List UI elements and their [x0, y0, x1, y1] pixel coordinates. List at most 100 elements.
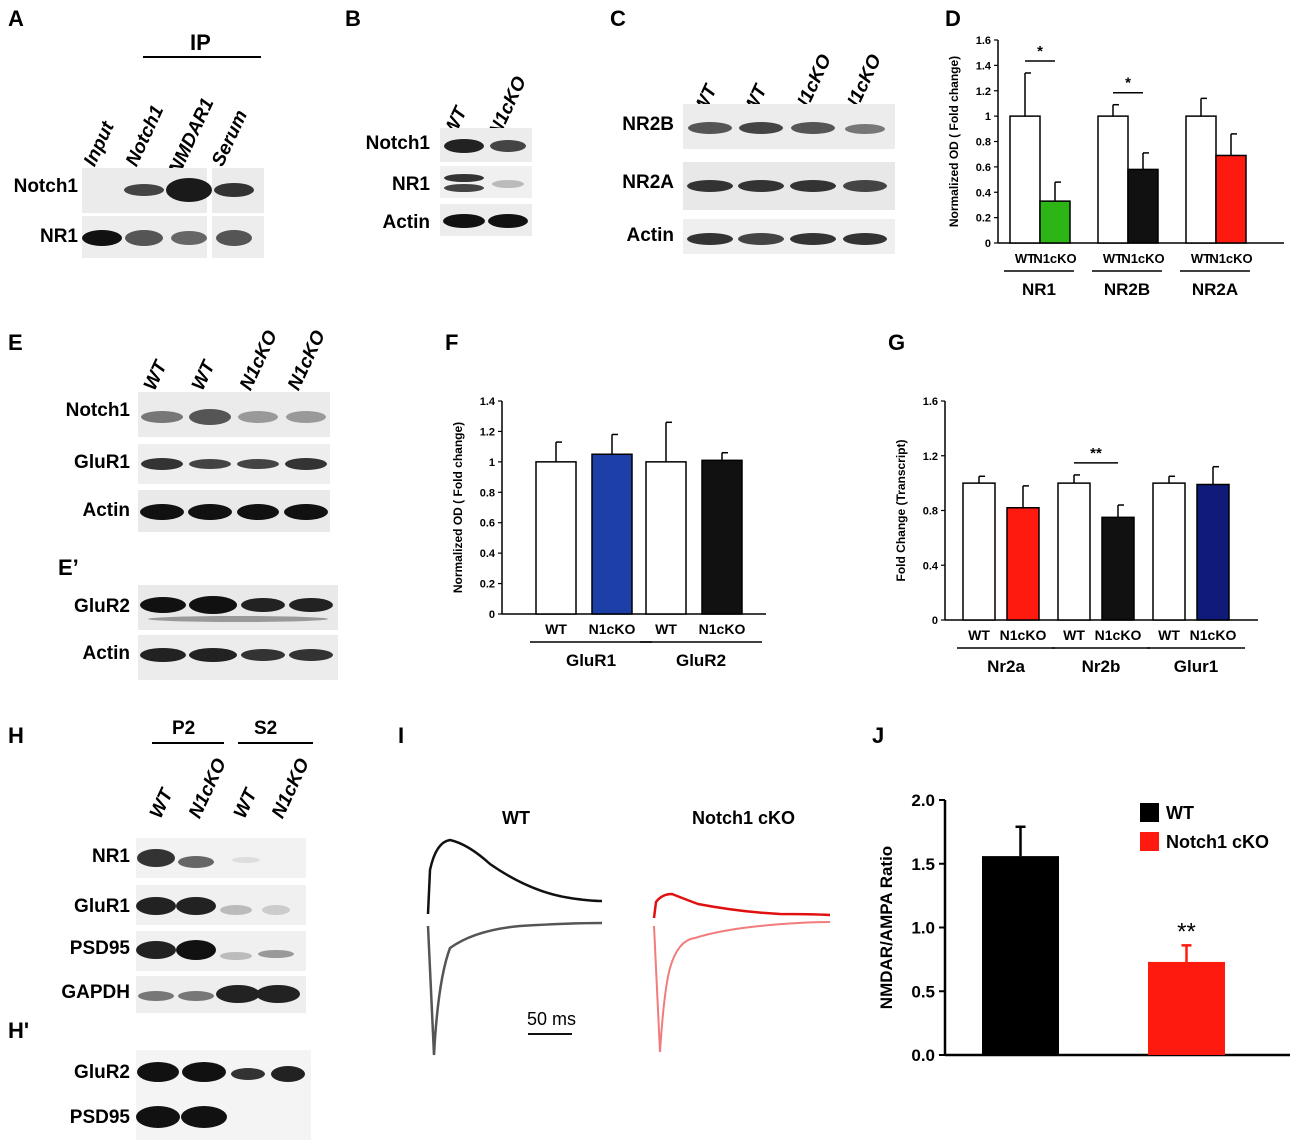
y-tick-label: 0.5: [911, 982, 935, 1001]
bar-label: WT: [1158, 627, 1180, 643]
significance-marker: **: [1090, 445, 1102, 462]
legend-swatch: [1140, 832, 1159, 851]
y-tick-label: 1.2: [923, 451, 938, 463]
chart-panel-d: 0 0.2 0.4 0.6 0.8 1 1.2 1.4 1.6 Normalized OD ( F…: [947, 35, 1284, 299]
panel-j-letter: J: [872, 723, 885, 748]
panel-h-letter: H: [8, 723, 24, 748]
panel-b-letter: B: [345, 6, 361, 31]
bar-label: N1cKO: [699, 621, 746, 637]
lane-label: WT: [140, 357, 172, 394]
blot-row-label: NR1: [91, 846, 130, 867]
ip-label: IP: [190, 30, 211, 55]
blot-row-label: Actin: [626, 225, 675, 246]
ip-underline: [143, 56, 261, 58]
bar-label: N1cKO: [1033, 251, 1076, 266]
bar-label: N1cKO: [589, 621, 636, 637]
lane-label: WT: [188, 357, 220, 394]
bar: [1215, 154, 1247, 244]
bar-label: WT: [1191, 251, 1211, 266]
wt-ampa-trace: [426, 921, 603, 1056]
significance-marker: *: [1125, 75, 1131, 92]
y-tick-label: 1: [985, 111, 991, 123]
western-blot-h: [136, 838, 306, 1013]
blot-row-label: GAPDH: [61, 982, 130, 1003]
western-blot-a: [82, 168, 264, 258]
western-blot-h-prime: [136, 1050, 311, 1140]
y-tick-label: 1.5: [911, 855, 935, 874]
lane-label: N1cKO: [236, 327, 282, 394]
bar-label: N1cKO: [1000, 627, 1047, 643]
y-tick-label: 0.2: [480, 579, 495, 591]
blot-row-label: PSD95: [69, 938, 130, 959]
y-tick-label: 0.8: [923, 506, 938, 518]
blot-row-label: NR1: [39, 226, 78, 247]
lane-label: Input: [80, 118, 119, 170]
y-tick-label: 1.4: [480, 396, 496, 408]
bar-label: N1cKO: [1209, 251, 1252, 266]
blot-row-label: Notch1: [13, 176, 78, 197]
blot-row-label: PSD95: [69, 1107, 130, 1128]
bar: [1196, 483, 1230, 621]
panel-f-letter: F: [445, 330, 459, 355]
blot-row-label: NR1: [391, 174, 430, 195]
y-tick-label: 1.6: [923, 396, 938, 408]
y-tick-label: 0: [489, 609, 495, 621]
bar-label: N1cKO: [1121, 251, 1164, 266]
y-axis-label: Fold Change (Transcript): [894, 439, 908, 581]
y-tick-label: 0.8: [480, 487, 495, 499]
bar: [962, 482, 996, 621]
bar: [701, 459, 743, 615]
bar-label: WT: [545, 621, 567, 637]
western-blot-e: [138, 392, 330, 532]
chart-panel-g: 0 0.4 0.8 1.2 1.6 Fold Change (Transcript) WT N…: [894, 396, 1258, 676]
chart-panel-f: 0 0.2 0.4 0.6 0.8 1 1.2 1.4 Normalized OD ( Fold…: [451, 396, 766, 670]
blot-row-label: Actin: [382, 212, 431, 233]
epsc-traces: [426, 838, 831, 1056]
bar: [982, 856, 1059, 1055]
blot-row-label: Actin: [82, 643, 131, 664]
panel-e-letter: E: [8, 330, 23, 355]
y-axis-label: Normalized OD ( Fold change): [947, 56, 961, 227]
bar-label: N1cKO: [1190, 627, 1237, 643]
lane-label: N1cKO: [268, 755, 314, 822]
group-label: NR2B: [1104, 280, 1150, 299]
panel-a-letter: A: [8, 6, 24, 31]
western-blot-b: [440, 128, 532, 236]
panel-d-letter: D: [945, 6, 961, 31]
y-tick-label: 1.2: [480, 426, 495, 438]
fraction-underline: [152, 742, 224, 744]
bar-label: WT: [968, 627, 990, 643]
group-label: NR1: [1022, 280, 1056, 299]
bar-label: N1cKO: [1095, 627, 1142, 643]
y-tick-label: 1: [489, 457, 495, 469]
y-tick-label: 1.0: [911, 919, 935, 938]
y-tick-label: 1.6: [976, 35, 991, 47]
wt-nmda-trace: [426, 838, 603, 915]
bar: [1152, 482, 1186, 621]
bar: [1039, 200, 1071, 244]
y-tick-label: 1.4: [976, 60, 992, 72]
western-blot-c: [683, 104, 895, 254]
panel-c-letter: C: [610, 6, 626, 31]
y-axis-label: Normalized OD ( Fold change): [451, 422, 465, 593]
blot-row-label: NR2B: [622, 114, 674, 135]
lane-label: N1cKO: [284, 327, 330, 394]
western-blot-e-prime: [138, 585, 338, 680]
blot-row-label: NR2A: [622, 172, 674, 193]
group-label: Glur1: [1174, 657, 1218, 676]
bar: [1006, 507, 1040, 621]
bar-label: WT: [1103, 251, 1123, 266]
scale-bar-label: 50 ms: [527, 1009, 577, 1029]
blot-row-label: Actin: [82, 500, 131, 521]
ko-ampa-trace: [653, 921, 831, 1053]
group-label: Nr2a: [987, 657, 1025, 676]
blot-row-label: GluR1: [74, 896, 130, 917]
group-label: Nr2b: [1082, 657, 1121, 676]
panel-e-prime-letter: E’: [58, 555, 79, 580]
y-tick-label: 0.6: [480, 518, 495, 530]
y-tick-label: 0.2: [976, 213, 991, 225]
lane-label: NMDAR1: [165, 95, 219, 178]
fraction-underline: [238, 742, 313, 744]
group-label: GluR1: [566, 651, 616, 670]
bar: [535, 461, 577, 615]
